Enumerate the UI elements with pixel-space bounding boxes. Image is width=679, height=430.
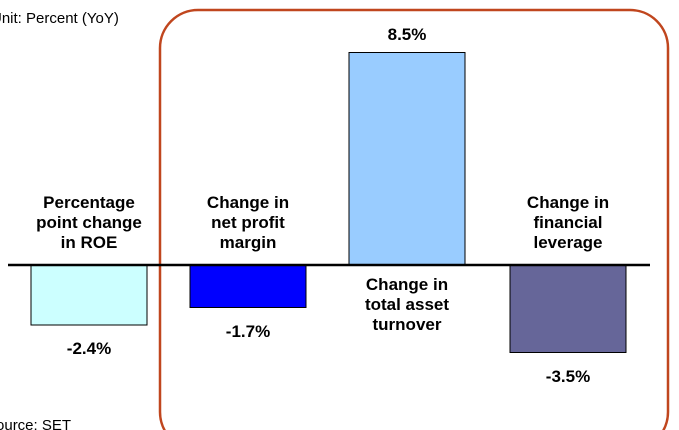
category-label: Percentage point change in ROE — [36, 193, 142, 252]
bar — [30, 264, 148, 326]
bar — [509, 264, 627, 353]
category-label: Change in total asset turnover — [364, 275, 450, 334]
value-label: -2.4% — [66, 339, 112, 358]
bar — [348, 52, 466, 266]
subtitle: Unit: Percent (YoY) — [0, 10, 119, 27]
value-label: -3.5% — [545, 366, 591, 386]
value-label: -1.7% — [225, 321, 271, 341]
category-label: Change in net profit margin — [206, 193, 290, 252]
category-label: Change in financial leverage — [526, 193, 610, 252]
highlight-frame — [158, 8, 670, 430]
source: Source: SET — [0, 417, 72, 430]
bar — [189, 264, 307, 308]
value-label: 8.5% — [387, 24, 427, 44]
